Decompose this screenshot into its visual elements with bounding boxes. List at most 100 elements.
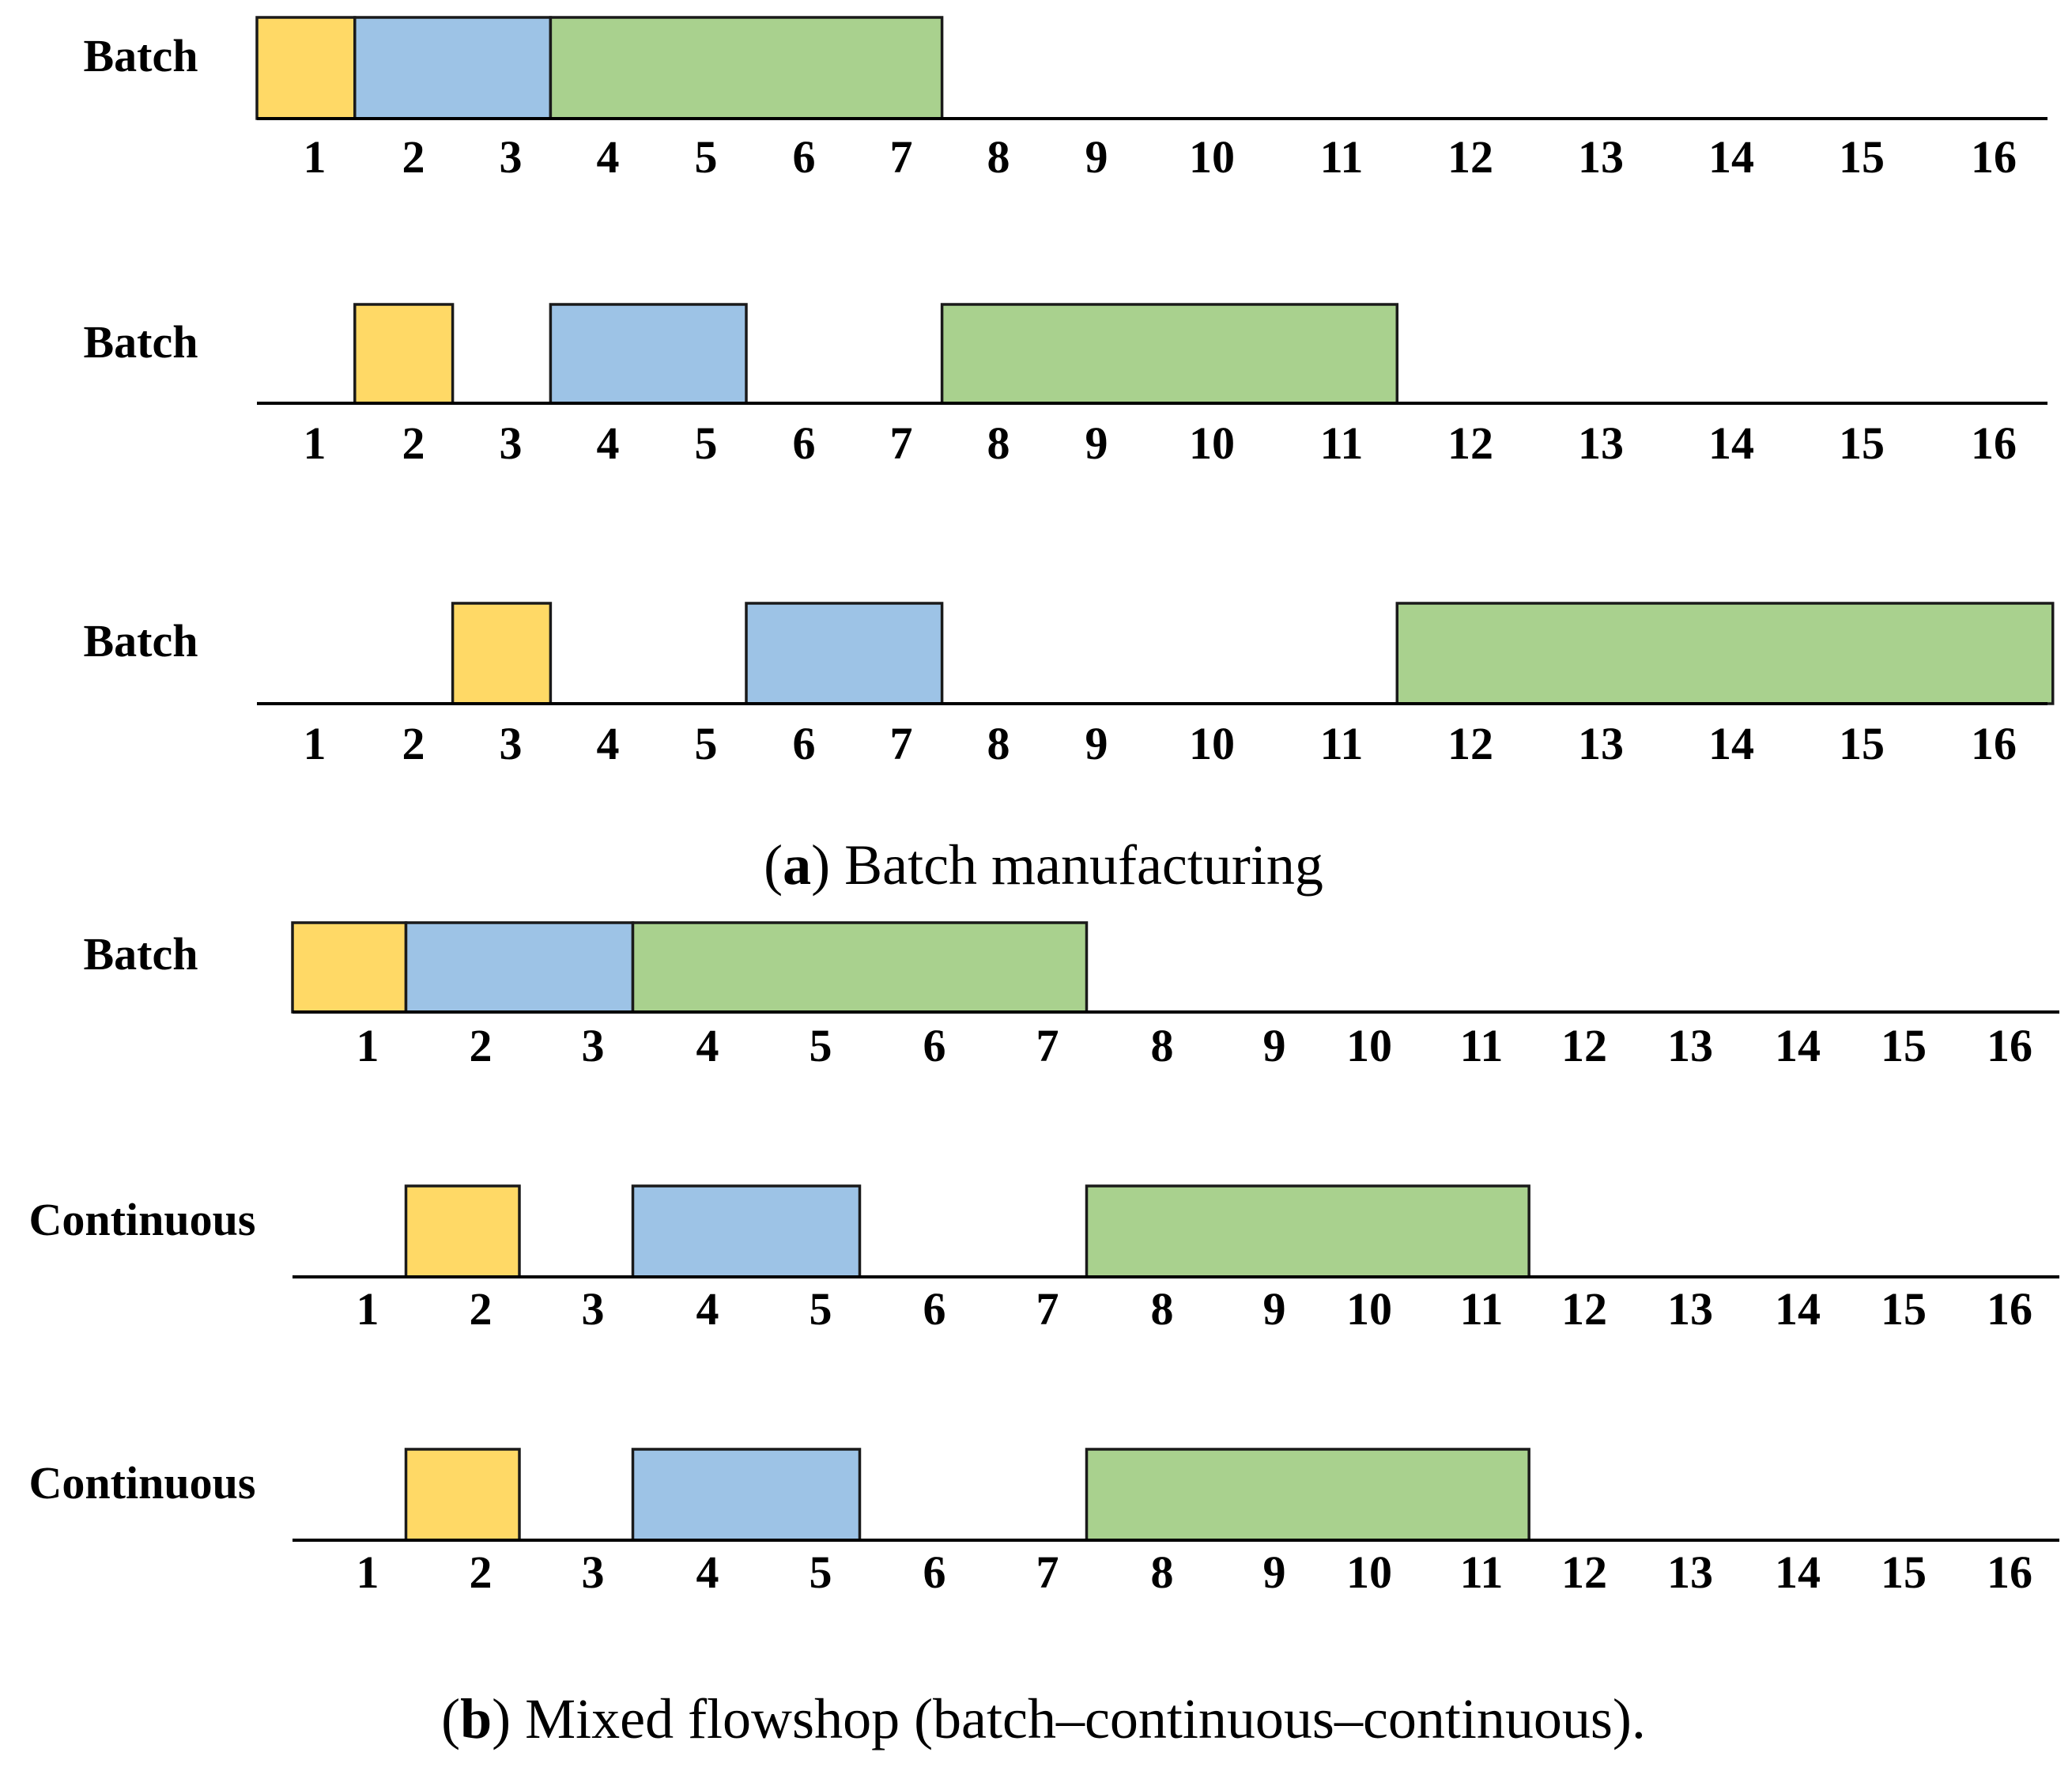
row-label-b3: Continuous (29, 1457, 256, 1509)
tick-label-a2-15: 15 (1839, 417, 1885, 469)
tick-label-a2-16: 16 (1971, 417, 2017, 469)
tick-label-b2-8: 8 (1151, 1283, 1174, 1335)
block-a3-green (1395, 602, 2055, 705)
tick-label-a1-3: 3 (500, 131, 523, 183)
block-b3-blue (631, 1448, 862, 1542)
ticks-a1: 1 2 3 4 5 6 7 8 9 10 11 12 13 14 15 16 (304, 131, 2017, 183)
ticks-a2: 1 2 3 4 5 6 7 8 9 10 11 12 13 14 15 16 (304, 417, 2017, 469)
ticks-b1: 1 2 3 4 5 6 7 8 9 10 11 12 13 14 15 16 (357, 1020, 2033, 1071)
tick-label-a1-1: 1 (304, 131, 326, 183)
caption-b-text: Mixed flowshop (batch–continuous–continu… (511, 1687, 1646, 1750)
tick-label-a2-12: 12 (1447, 417, 1493, 469)
tick-label-a1-9: 9 (1085, 131, 1108, 183)
caption-b: (b) Mixed flowshop (batch–continuous–con… (441, 1687, 1646, 1750)
block-a3-blue (745, 602, 944, 705)
tick-label-b1-4: 4 (696, 1020, 719, 1071)
tick-label-b3-13: 13 (1667, 1547, 1713, 1598)
tick-label-a3-7: 7 (890, 718, 913, 769)
tick-label-b1-9: 9 (1263, 1020, 1286, 1071)
ticks-b3: 1 2 3 4 5 6 7 8 9 10 11 12 13 14 15 16 (357, 1547, 2033, 1598)
tick-label-a1-2: 2 (402, 131, 425, 183)
row-label-a1: Batch (84, 30, 198, 81)
tick-label-b3-14: 14 (1775, 1547, 1821, 1598)
tick-label-a3-5: 5 (695, 718, 718, 769)
tick-label-b1-11: 11 (1460, 1020, 1504, 1071)
ticks-b2: 1 2 3 4 5 6 7 8 9 10 11 12 13 14 15 16 (357, 1283, 2033, 1335)
block-a2-yellow (353, 303, 455, 405)
tick-label-b3-15: 15 (1881, 1547, 1927, 1598)
tick-label-b3-5: 5 (810, 1547, 832, 1598)
tick-label-a3-2: 2 (402, 718, 425, 769)
tick-label-b2-15: 15 (1881, 1283, 1927, 1335)
block-a1-blue (353, 16, 553, 120)
tick-label-b1-14: 14 (1775, 1020, 1821, 1071)
tick-label-a1-8: 8 (987, 131, 1010, 183)
tick-label-b3-3: 3 (582, 1547, 605, 1598)
ticks-a3: 1 2 3 4 5 6 7 8 9 10 11 12 13 14 15 16 (304, 718, 2017, 769)
tick-label-a3-14: 14 (1708, 718, 1754, 769)
block-b3-yellow (404, 1448, 521, 1542)
block-a1-yellow (255, 16, 357, 120)
block-b2-blue (631, 1184, 862, 1278)
block-a2-green (940, 303, 1399, 405)
block-b3-green (1085, 1448, 1530, 1542)
block-a2-blue (549, 303, 748, 405)
tick-label-b3-1: 1 (357, 1547, 379, 1598)
tick-label-b2-11: 11 (1460, 1283, 1504, 1335)
block-a1-green (549, 16, 944, 120)
tick-label-b1-10: 10 (1346, 1020, 1392, 1071)
caption-a-letter: a (783, 833, 811, 897)
tick-label-b1-15: 15 (1881, 1020, 1927, 1071)
tick-label-b2-16: 16 (1987, 1283, 2032, 1335)
tick-label-a3-10: 10 (1189, 718, 1235, 769)
tick-label-a2-13: 13 (1578, 417, 1624, 469)
tick-label-a2-8: 8 (987, 417, 1010, 469)
tick-label-b3-11: 11 (1460, 1547, 1504, 1598)
tick-label-b3-4: 4 (696, 1547, 719, 1598)
tick-label-b2-7: 7 (1036, 1283, 1059, 1335)
tick-label-b3-2: 2 (470, 1547, 493, 1598)
tick-label-a3-1: 1 (304, 718, 326, 769)
tick-label-a1-4: 4 (597, 131, 620, 183)
caption-b-letter: b (460, 1687, 492, 1750)
block-b1-yellow (291, 921, 408, 1014)
tick-label-b2-1: 1 (357, 1283, 379, 1335)
tick-label-b3-10: 10 (1346, 1547, 1392, 1598)
tick-label-a1-7: 7 (890, 131, 913, 183)
tick-label-b1-12: 12 (1561, 1020, 1607, 1071)
tick-label-a2-6: 6 (793, 417, 816, 469)
tick-label-a2-7: 7 (890, 417, 913, 469)
tick-label-a1-5: 5 (695, 131, 718, 183)
block-b1-blue (404, 921, 635, 1014)
tick-label-b2-10: 10 (1346, 1283, 1392, 1335)
block-b1-green (631, 921, 1089, 1014)
tick-label-a2-10: 10 (1189, 417, 1235, 469)
tick-label-b1-1: 1 (357, 1020, 379, 1071)
tick-label-b3-9: 9 (1263, 1547, 1286, 1598)
tick-label-a2-5: 5 (695, 417, 718, 469)
tick-label-a3-3: 3 (500, 718, 523, 769)
tick-label-a2-9: 9 (1085, 417, 1108, 469)
tick-label-b1-3: 3 (582, 1020, 605, 1071)
tick-label-a2-11: 11 (1320, 417, 1364, 469)
tick-label-a2-4: 4 (597, 417, 620, 469)
tick-label-a1-6: 6 (793, 131, 816, 183)
tick-label-a1-12: 12 (1447, 131, 1493, 183)
tick-label-b3-7: 7 (1036, 1547, 1059, 1598)
tick-label-b1-7: 7 (1036, 1020, 1059, 1071)
tick-label-a3-9: 9 (1085, 718, 1108, 769)
tick-label-a1-16: 16 (1971, 131, 2017, 183)
tick-label-b2-12: 12 (1561, 1283, 1607, 1335)
tick-label-a3-11: 11 (1320, 718, 1364, 769)
row-label-a2: Batch (84, 316, 198, 368)
tick-label-b2-9: 9 (1263, 1283, 1286, 1335)
tick-label-a1-11: 11 (1320, 131, 1364, 183)
tick-label-a1-10: 10 (1189, 131, 1235, 183)
row-label-b1: Batch (84, 928, 198, 980)
tick-label-a1-13: 13 (1578, 131, 1624, 183)
panel-b: Batch 1 2 3 4 5 6 7 8 9 10 11 12 13 14 15 16 Continuous… (29, 921, 2059, 1750)
tick-label-b2-3: 3 (582, 1283, 605, 1335)
tick-label-b1-13: 13 (1667, 1020, 1713, 1071)
